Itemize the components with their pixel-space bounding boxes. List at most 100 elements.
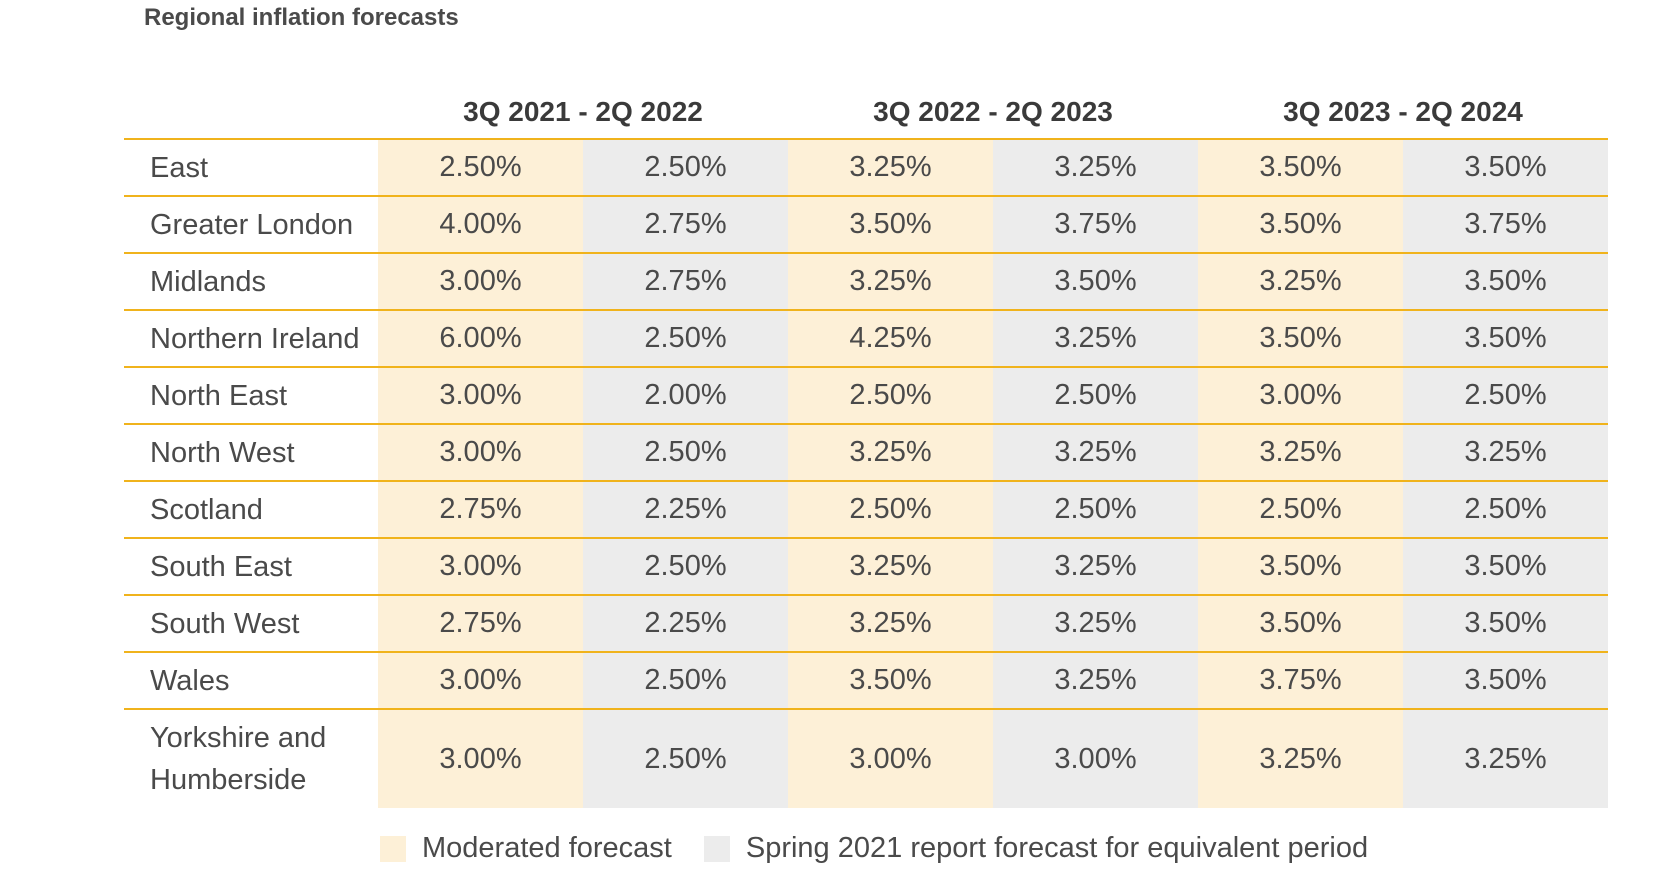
spring-cell: 3.50% [1403, 652, 1608, 710]
forecast-table: 3Q 2021 - 2Q 2022 3Q 2022 - 2Q 2023 3Q 2… [124, 86, 1608, 808]
moderated-cell: 3.50% [1198, 595, 1403, 653]
table-row: Greater London 4.00% 2.75% 3.50% 3.75% 3… [124, 196, 1608, 254]
moderated-cell: 3.25% [788, 595, 993, 653]
region-cell: North West [124, 424, 378, 482]
spring-cell: 3.50% [1403, 538, 1608, 596]
legend-item-spring: Spring 2021 report forecast for equivale… [703, 832, 1369, 865]
spring-cell: 2.50% [583, 709, 788, 808]
moderated-cell: 2.50% [1198, 481, 1403, 539]
spring-cell: 3.50% [1403, 310, 1608, 368]
table-row: Northern Ireland 6.00% 2.50% 4.25% 3.25%… [124, 310, 1608, 368]
table-row: North West 3.00% 2.50% 3.25% 3.25% 3.25%… [124, 424, 1608, 482]
spring-cell: 3.25% [993, 595, 1198, 653]
region-cell: South East [124, 538, 378, 596]
table-row: South West 2.75% 2.25% 3.25% 3.25% 3.50%… [124, 595, 1608, 653]
spring-cell: 2.50% [993, 481, 1198, 539]
header-row: 3Q 2021 - 2Q 2022 3Q 2022 - 2Q 2023 3Q 2… [124, 86, 1608, 140]
table-row: South East 3.00% 2.50% 3.25% 3.25% 3.50%… [124, 538, 1608, 596]
moderated-cell: 2.75% [378, 595, 583, 653]
spring-cell: 2.25% [583, 595, 788, 653]
spring-cell: 2.25% [583, 481, 788, 539]
legend-item-moderated: Moderated forecast [380, 832, 672, 865]
spring-cell: 2.75% [583, 196, 788, 254]
spring-cell: 2.50% [583, 139, 788, 197]
moderated-cell: 3.50% [788, 652, 993, 710]
spring-cell: 3.25% [993, 139, 1198, 197]
table-row: Scotland 2.75% 2.25% 2.50% 2.50% 2.50% 2… [124, 481, 1608, 539]
region-header [124, 86, 378, 140]
table-row: Midlands 3.00% 2.75% 3.25% 3.50% 3.25% 3… [124, 253, 1608, 311]
moderated-cell: 3.50% [1198, 538, 1403, 596]
page-title: Regional inflation forecasts [144, 4, 459, 31]
moderated-cell: 3.50% [1198, 139, 1403, 197]
region-cell: Midlands [124, 253, 378, 311]
table-row: East 2.50% 2.50% 3.25% 3.25% 3.50% 3.50% [124, 139, 1608, 197]
moderated-cell: 4.25% [788, 310, 993, 368]
moderated-cell: 3.00% [378, 424, 583, 482]
region-cell: Yorkshire and Humberside [150, 722, 327, 796]
region-cell: Northern Ireland [124, 310, 378, 368]
spring-cell: 3.25% [993, 310, 1198, 368]
spring-cell: 3.50% [1403, 595, 1608, 653]
moderated-cell: 3.25% [788, 253, 993, 311]
spring-cell: 3.00% [993, 709, 1198, 808]
legend: Moderated forecast Spring 2021 report fo… [380, 832, 1400, 865]
spring-cell: 2.50% [583, 424, 788, 482]
period-header: 3Q 2023 - 2Q 2024 [1198, 86, 1608, 140]
moderated-cell: 3.50% [1198, 310, 1403, 368]
region-cell: North East [124, 367, 378, 425]
moderated-cell: 3.25% [788, 538, 993, 596]
moderated-cell: 3.00% [378, 253, 583, 311]
spring-cell: 2.75% [583, 253, 788, 311]
moderated-cell: 2.50% [788, 481, 993, 539]
region-cell: East [124, 139, 378, 197]
moderated-swatch [380, 835, 406, 862]
spring-cell: 3.50% [993, 253, 1198, 311]
spring-cell: 2.50% [1403, 367, 1608, 425]
moderated-cell: 3.25% [1198, 253, 1403, 311]
legend-label-spring: Spring 2021 report forecast for equivale… [745, 832, 1369, 864]
spring-cell: 3.50% [1403, 253, 1608, 311]
moderated-cell: 3.25% [1198, 424, 1403, 482]
moderated-cell: 3.25% [1198, 709, 1403, 808]
moderated-cell: 3.25% [788, 139, 993, 197]
moderated-cell: 3.50% [1198, 196, 1403, 254]
spring-cell: 3.75% [993, 196, 1198, 254]
region-cell: South West [124, 595, 378, 653]
region-cell: Scotland [124, 481, 378, 539]
spring-cell: 2.50% [993, 367, 1198, 425]
spring-cell: 3.25% [993, 652, 1198, 710]
moderated-cell: 3.50% [788, 196, 993, 254]
moderated-cell: 3.00% [1198, 367, 1403, 425]
spring-swatch [703, 835, 730, 862]
period-header: 3Q 2021 - 2Q 2022 [378, 86, 788, 140]
moderated-cell: 2.50% [788, 367, 993, 425]
table-row: Wales 3.00% 2.50% 3.50% 3.25% 3.75% 3.50… [124, 652, 1608, 710]
spring-cell: 3.25% [1403, 424, 1608, 482]
table-row: Yorkshire and Humberside 3.00% 2.50% 3.0… [124, 709, 1608, 808]
moderated-cell: 3.00% [378, 652, 583, 710]
spring-cell: 3.25% [993, 538, 1198, 596]
moderated-cell: 3.75% [1198, 652, 1403, 710]
table-row: North East 3.00% 2.00% 2.50% 2.50% 3.00%… [124, 367, 1608, 425]
region-cell: Greater London [124, 196, 378, 254]
spring-cell: 3.75% [1403, 196, 1608, 254]
moderated-cell: 3.00% [788, 709, 993, 808]
moderated-cell: 4.00% [378, 196, 583, 254]
legend-label-moderated: Moderated forecast [422, 832, 672, 864]
moderated-cell: 6.00% [378, 310, 583, 368]
moderated-cell: 3.00% [378, 538, 583, 596]
moderated-cell: 3.00% [378, 709, 583, 808]
spring-cell: 3.50% [1403, 139, 1608, 197]
moderated-cell: 3.00% [378, 367, 583, 425]
spring-cell: 3.25% [1403, 709, 1608, 808]
spring-cell: 2.50% [583, 310, 788, 368]
spring-cell: 3.25% [993, 424, 1198, 482]
period-header: 3Q 2022 - 2Q 2023 [788, 86, 1198, 140]
region-cell: Wales [124, 652, 378, 710]
moderated-cell: 3.25% [788, 424, 993, 482]
spring-cell: 2.50% [583, 652, 788, 710]
moderated-cell: 2.50% [378, 139, 583, 197]
spring-cell: 2.50% [583, 538, 788, 596]
spring-cell: 2.50% [1403, 481, 1608, 539]
